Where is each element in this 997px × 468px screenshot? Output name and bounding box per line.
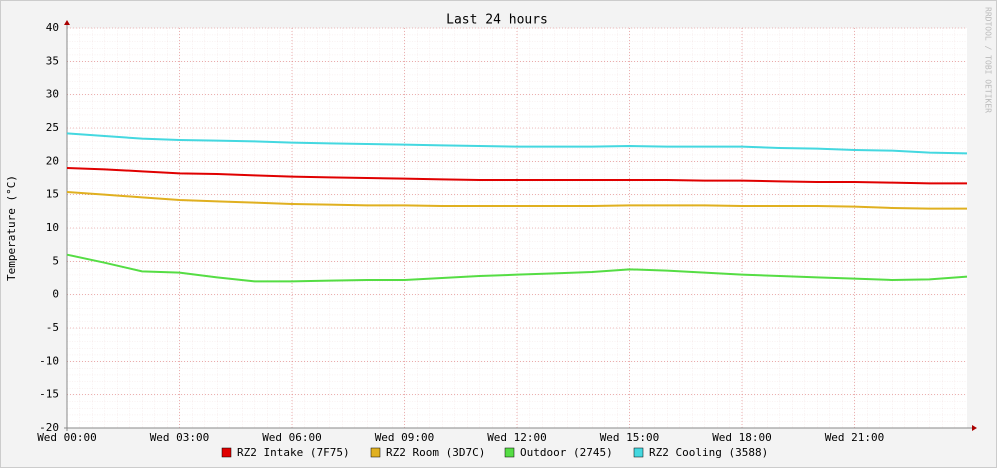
watermark: RRDTOOL / TOBI OETIKER bbox=[984, 7, 993, 113]
y-axis-arrow bbox=[64, 20, 70, 25]
y-tick-label: -10 bbox=[39, 354, 59, 367]
series-line bbox=[66, 253, 968, 283]
x-tick-label: Wed 03:00 bbox=[150, 431, 210, 444]
legend-swatch bbox=[370, 447, 381, 458]
y-tick-label: -20 bbox=[39, 421, 59, 434]
x-tick-label: Wed 00:00 bbox=[37, 431, 97, 444]
y-tick-label: 40 bbox=[46, 21, 59, 34]
x-tick-label: Wed 18:00 bbox=[712, 431, 772, 444]
y-tick-label: 0 bbox=[52, 288, 59, 301]
legend-swatch bbox=[504, 447, 515, 458]
x-tick-label: Wed 09:00 bbox=[375, 431, 435, 444]
chart-title: Last 24 hours bbox=[446, 13, 548, 28]
x-tick-label: Wed 21:00 bbox=[825, 431, 885, 444]
y-tick-label: 20 bbox=[46, 154, 59, 167]
series-line bbox=[66, 167, 967, 185]
x-tick-label: Wed 06:00 bbox=[262, 431, 322, 444]
y-tick-label: 30 bbox=[46, 88, 59, 101]
x-tick-label: Wed 12:00 bbox=[487, 431, 547, 444]
x-tick-label: Wed 15:00 bbox=[600, 431, 660, 444]
legend-swatch bbox=[221, 447, 232, 458]
legend-label: RZ2 Cooling (3588) bbox=[649, 446, 768, 459]
legend-swatch bbox=[633, 447, 644, 458]
y-tick-label: 25 bbox=[46, 121, 59, 134]
y-tick-label: 10 bbox=[46, 221, 59, 234]
series-line bbox=[66, 191, 967, 210]
legend-label: RZ2 Intake (7F75) bbox=[237, 446, 350, 459]
y-tick-label: -5 bbox=[46, 321, 59, 334]
y-tick-label: -15 bbox=[39, 388, 59, 401]
y-tick-label: 15 bbox=[46, 188, 59, 201]
y-tick-label: 5 bbox=[52, 254, 59, 267]
x-axis-arrow bbox=[972, 425, 977, 431]
legend-label: RZ2 Room (3D7C) bbox=[386, 446, 485, 459]
series-line bbox=[66, 132, 968, 155]
y-tick-label: 35 bbox=[46, 54, 59, 67]
y-axis-label: Temperature (°C) bbox=[5, 175, 18, 281]
legend-label: Outdoor (2745) bbox=[520, 446, 613, 459]
